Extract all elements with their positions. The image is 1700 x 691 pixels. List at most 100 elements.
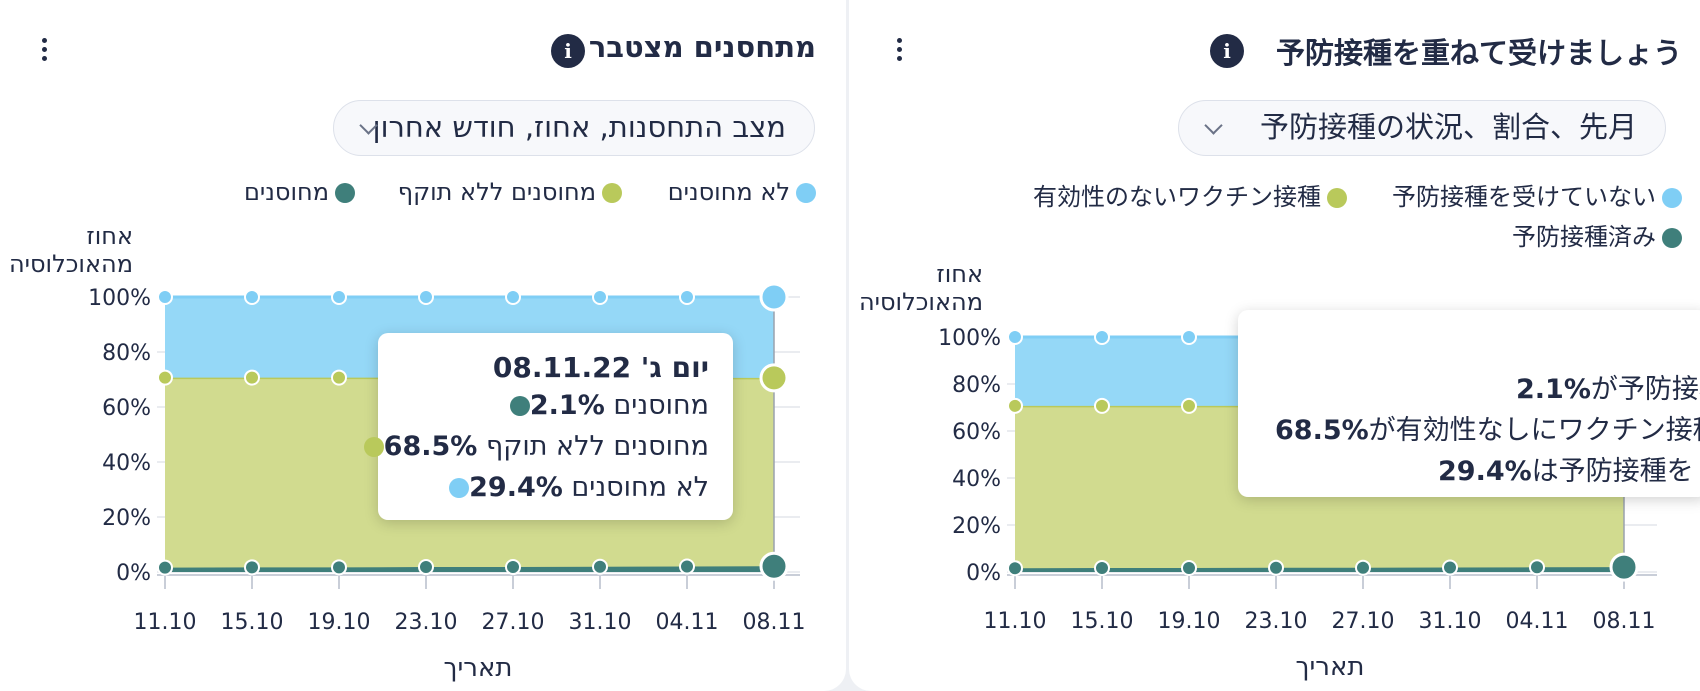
x-tick-label: 11.10 — [984, 609, 1047, 634]
y-tick-label: 20% — [952, 514, 1001, 539]
tooltip: 2.1%が予防接種 68.5%が有効性なしにワクチン接種 29.4%は予防接種を — [1238, 310, 1700, 497]
tooltip-value: 2.1% — [529, 390, 605, 421]
point-not-vaccinated — [1094, 329, 1110, 345]
tooltip-value: 68.5% — [1275, 415, 1369, 446]
point-vaccinated-expired — [331, 369, 347, 386]
x-tick-label: 19.10 — [1158, 609, 1221, 634]
tooltip-dot — [509, 396, 530, 416]
point-vaccinated — [679, 558, 695, 575]
point-vaccinated — [505, 559, 521, 576]
tooltip-label: は予防接種を — [1531, 456, 1694, 487]
legend-label: 予防接種を受けていない — [1392, 183, 1656, 211]
tooltip-row-not-vaccinated: 29.4%は予防接種を — [1438, 449, 1694, 488]
point-not-vaccinated — [592, 289, 608, 305]
x-tick-label: 11.10 — [134, 610, 197, 635]
tooltip-label: が有効性なしにワクチン接種 — [1368, 415, 1700, 446]
tooltip-row-vaccinated: 2.1%が予防接種 — [1516, 367, 1700, 406]
legend-not-vaccinated[interactable]: לא מחוסנים — [668, 178, 816, 206]
legend-dot — [1327, 188, 1347, 208]
point-vaccinated — [1268, 559, 1284, 576]
tooltip-value: 68.5% — [383, 431, 478, 462]
y-axis-title: אחוז מהאוכלוסיה — [859, 260, 983, 316]
x-axis-title: תאריך — [1296, 652, 1365, 682]
y-tick-label: 0% — [116, 561, 151, 586]
point-vaccinated — [1609, 552, 1639, 582]
point-vaccinated — [157, 559, 173, 576]
y-tick-label: 100% — [938, 326, 1001, 351]
point-vaccinated — [244, 559, 260, 576]
tooltip-row-expired: 68.5%が有効性なしにワクチン接種 — [1275, 408, 1700, 447]
tooltip-dot — [363, 437, 384, 457]
legend-dot — [796, 183, 816, 203]
legend-label: 有効性のないワクチン接種 — [1033, 183, 1321, 211]
legend-vaccinated[interactable]: מחוסנים — [244, 178, 355, 206]
tooltip-value: 29.4% — [469, 472, 563, 503]
y-tick-label: 40% — [102, 451, 151, 476]
legend-vaccinated-expired[interactable]: מחוסנים ללא תוקף — [398, 178, 622, 206]
x-tick-label: 31.10 — [1419, 609, 1482, 634]
tooltip: יום ג' 08.11.22 2.1% מחוסנים 68.5% מחוסנ… — [363, 333, 733, 520]
x-tick-label: 04.11 — [656, 610, 719, 635]
y-axis-title: אחוז מהאוכלוסיה — [9, 222, 133, 278]
point-vaccinated — [1181, 560, 1197, 577]
point-not-vaccinated — [244, 289, 260, 305]
x-tick-label: 04.11 — [1506, 609, 1569, 634]
legend-label: מחוסנים — [244, 178, 329, 206]
x-tick-label: 27.10 — [1332, 609, 1395, 634]
legend-label: מחוסנים ללא תוקף — [397, 178, 596, 206]
point-vaccinated — [1529, 559, 1545, 576]
point-not-vaccinated — [418, 289, 434, 305]
legend-not-vaccinated[interactable]: 予防接種を受けていない — [1392, 177, 1682, 212]
point-vaccinated-expired — [157, 369, 173, 386]
point-not-vaccinated — [679, 289, 695, 305]
tooltip-value: 29.4% — [1438, 456, 1532, 487]
point-not-vaccinated — [1181, 329, 1197, 345]
tooltip-row-expired: 68.5% מחוסנים ללא תוקף — [354, 431, 709, 462]
y-tick-label: 80% — [102, 341, 151, 366]
tooltip-value: 2.1% — [1516, 374, 1591, 405]
y-tick-label: 60% — [102, 396, 151, 421]
tooltip-row-not-vaccinated: 29.4% לא מחוסנים — [439, 472, 709, 503]
legend-vaccinated[interactable]: 予防接種済み — [1512, 217, 1682, 252]
point-vaccinated-expired — [1094, 397, 1110, 414]
point-vaccinated — [592, 558, 608, 575]
status-dropdown[interactable]: מצב התחסנות, אחוז, חודש אחרון — [333, 100, 815, 156]
point-vaccinated — [331, 559, 347, 576]
legend-vaccinated-expired[interactable]: 有効性のないワクチン接種 — [1033, 177, 1347, 212]
status-dropdown[interactable]: 予防接種の状況、割合、先月 — [1178, 100, 1666, 156]
point-vaccinated-expired — [244, 369, 260, 386]
legend-label: לא מחוסנים — [667, 178, 790, 206]
card-title: 予防接種を重ねて受けましょう — [1275, 36, 1682, 70]
point-not-vaccinated — [1007, 329, 1023, 345]
tooltip-row-vaccinated: 2.1% מחוסנים — [500, 390, 709, 421]
point-vaccinated — [1355, 559, 1371, 576]
info-icon[interactable]: i — [551, 34, 585, 68]
point-not-vaccinated — [759, 282, 789, 312]
point-vaccinated — [418, 559, 434, 576]
kebab-menu-icon[interactable] — [892, 35, 906, 65]
info-icon[interactable]: i — [1210, 34, 1244, 68]
y-tick-label: 60% — [952, 420, 1001, 445]
legend-dot — [1662, 188, 1682, 208]
x-axis-title: תאריך — [444, 653, 513, 683]
point-not-vaccinated — [331, 289, 347, 305]
x-tick-label: 31.10 — [569, 610, 632, 635]
point-vaccinated — [1094, 560, 1110, 577]
kebab-menu-icon[interactable] — [37, 35, 51, 65]
vaccinated-cumulative-card: i מתחסנים מצטבר מצב התחסנות, אחוז, חודש … — [0, 0, 846, 691]
point-not-vaccinated — [157, 289, 173, 305]
tooltip-label: מחוסנים ללא תוקף — [485, 431, 709, 462]
point-vaccinated-expired — [759, 363, 789, 393]
x-tick-label: 19.10 — [308, 610, 371, 635]
y-tick-label: 20% — [102, 506, 151, 531]
legend-dot — [1662, 228, 1682, 248]
x-tick-label: 15.10 — [1071, 609, 1134, 634]
y-tick-label: 80% — [952, 373, 1001, 398]
legend-dot — [602, 183, 622, 203]
tooltip-label: が予防接種 — [1590, 374, 1700, 405]
tooltip-date: יום ג' 08.11.22 — [492, 351, 709, 384]
y-tick-label: 100% — [88, 286, 151, 311]
x-tick-label: 23.10 — [395, 610, 458, 635]
tooltip-label: מחוסנים — [613, 390, 709, 421]
point-vaccinated-expired — [1181, 397, 1197, 414]
